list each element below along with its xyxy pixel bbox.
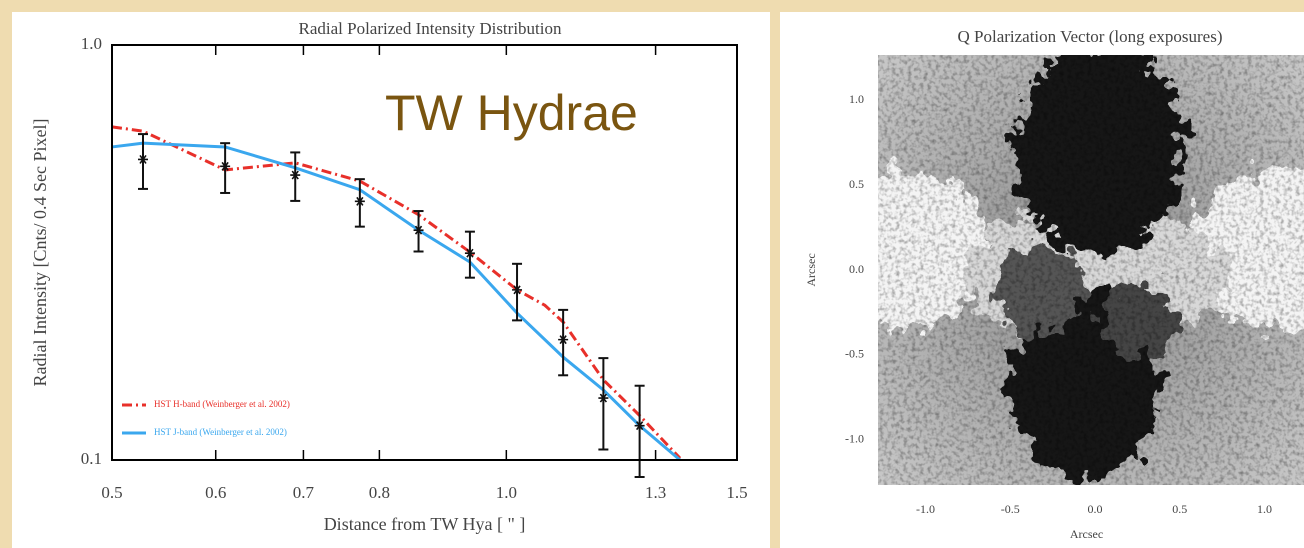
chart-title: Radial Polarized Intensity Distribution	[299, 19, 562, 38]
data-point	[512, 284, 523, 295]
x-tick-label: 0.7	[293, 483, 315, 502]
x-axis-label: Arcsec	[1070, 527, 1103, 541]
y-axis-label: Radial Intensity [Cnts/ 0.4 Sec Pixel]	[30, 119, 50, 387]
chart-title: Q Polarization Vector (long exposures)	[957, 27, 1222, 46]
legend-label: HST H-band (Weinberger et al. 2002)	[154, 399, 290, 409]
data-point	[634, 420, 645, 431]
y-tick-label: 0.0	[849, 262, 864, 276]
x-tick-label: 0.8	[369, 483, 390, 502]
annotation: TW Hydrae	[385, 85, 638, 141]
data-point	[598, 393, 609, 404]
x-tick-label: 1.5	[726, 483, 747, 502]
x-tick-label: 0.5	[1172, 502, 1187, 516]
error-bar	[598, 357, 609, 451]
x-tick-label: 1.3	[645, 483, 666, 502]
legend-label: HST J-band (Weinberger et al. 2002)	[154, 427, 287, 437]
y-axis-label: Arcsec	[804, 253, 818, 286]
x-tick-label: 1.0	[496, 483, 517, 502]
error-bar	[634, 384, 645, 478]
data-point	[464, 248, 475, 259]
data-point	[558, 334, 569, 345]
y-tick-label: 1.0	[849, 92, 864, 106]
series-line	[111, 141, 681, 462]
y-tick-label: 1.0	[81, 34, 102, 53]
data-point	[290, 170, 301, 181]
plot-frame	[111, 44, 738, 461]
x-tick-label: 0.5	[101, 483, 122, 502]
y-tick-label: 0.1	[81, 449, 102, 468]
data-point	[413, 225, 424, 236]
x-tick-label: 0.0	[1087, 502, 1102, 516]
data-point	[354, 196, 365, 207]
x-tick-label: 0.6	[205, 483, 226, 502]
left-panel	[12, 12, 770, 548]
data-point	[220, 161, 231, 172]
x-tick-label: -1.0	[916, 502, 935, 516]
polarization-image	[878, 55, 1304, 485]
data-point	[137, 154, 148, 165]
x-tick-label: 1.0	[1257, 502, 1272, 516]
x-axis-label: Distance from TW Hya [ " ]	[324, 514, 526, 534]
y-tick-label: 0.5	[849, 177, 864, 191]
x-tick-label: -0.5	[1001, 502, 1020, 516]
y-tick-label: -0.5	[845, 347, 864, 361]
y-tick-label: -1.0	[845, 432, 864, 446]
